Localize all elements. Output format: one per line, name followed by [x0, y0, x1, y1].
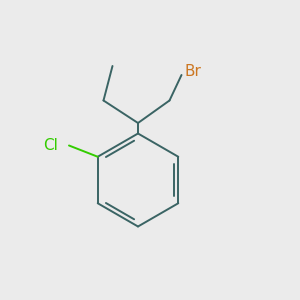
- Text: Br: Br: [184, 64, 201, 80]
- Text: Cl: Cl: [44, 138, 59, 153]
